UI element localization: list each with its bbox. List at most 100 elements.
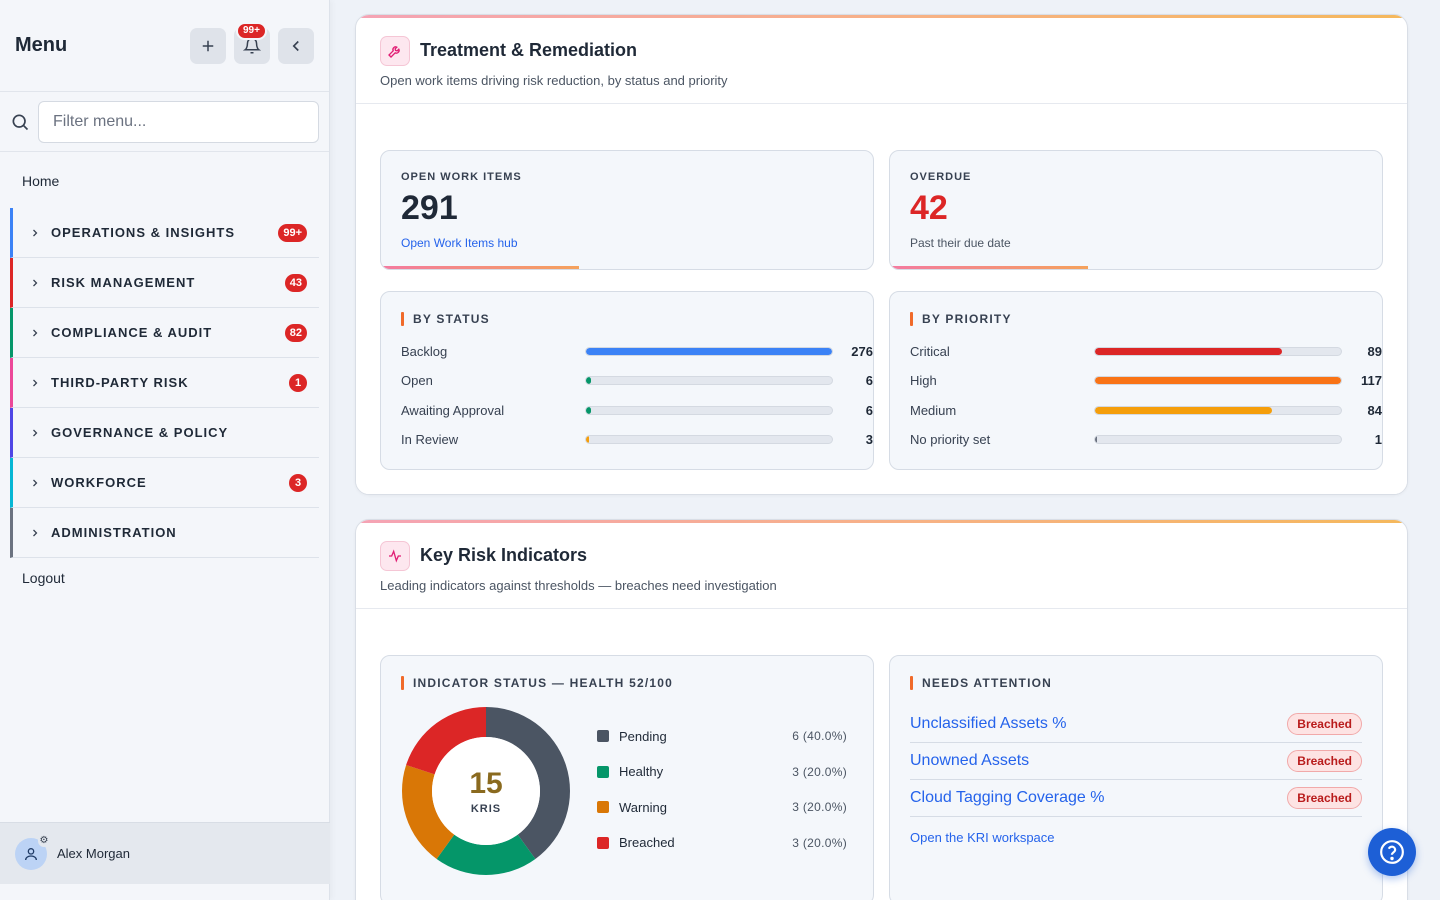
help-icon — [1380, 840, 1404, 864]
bar-track — [585, 435, 833, 444]
bar-track — [1094, 376, 1342, 385]
bar-fill — [586, 436, 589, 443]
donut-center: 15 KRIS — [401, 706, 571, 876]
user-name: Alex Morgan — [57, 846, 130, 861]
section-label: BY PRIORITY — [910, 312, 1012, 326]
stat-value: 42 — [910, 189, 948, 227]
kri-donut-chart: 15 KRIS — [401, 706, 571, 876]
needs-attention-panel: NEEDS ATTENTION Open the KRI workspace U… — [889, 655, 1383, 900]
card-accent-bar — [356, 520, 1407, 523]
sidebar-item-operations-insights[interactable]: OPERATIONS & INSIGHTS 99+ — [10, 208, 319, 258]
legend-item-pending: Pending 6 (40.0%) — [597, 726, 847, 746]
open-work-items-hub-link[interactable]: Open Work Items hub — [401, 236, 518, 250]
activity-icon — [380, 541, 410, 571]
card-body: OPEN WORK ITEMS 291 Open Work Items hub … — [356, 104, 1407, 494]
card-accent-bar — [356, 15, 1407, 18]
bar-fill — [1095, 377, 1341, 384]
section-label-text: INDICATOR STATUS — HEALTH 52/100 — [413, 676, 673, 690]
bar-fill — [586, 377, 592, 384]
stat-accent — [890, 266, 1088, 269]
gear-icon: ⚙ — [38, 834, 50, 847]
card-header: Key Risk Indicators Leading indicators a… — [356, 523, 1407, 609]
section-marker — [401, 312, 404, 326]
bar-row: Medium 84 — [910, 400, 1382, 420]
home-link[interactable]: Home — [22, 173, 60, 189]
card-subtitle: Leading indicators against thresholds — … — [380, 578, 777, 593]
donut-slice-breached — [406, 707, 486, 775]
chevron-right-icon — [33, 379, 38, 386]
legend-value: 6 (40.0%) — [792, 729, 847, 743]
stat-label: OVERDUE — [910, 171, 972, 183]
sidebar-item-administration[interactable]: ADMINISTRATION — [10, 508, 319, 558]
by-status-panel: BY STATUS Backlog 276 Open 6 Awaiting Approv… — [380, 291, 874, 470]
kri-link[interactable]: Unclassified Assets % — [910, 715, 1067, 732]
status-badge: Breached — [1287, 750, 1362, 772]
bar-fill — [1095, 347, 1283, 355]
bar-row: Critical 89 — [910, 341, 1382, 361]
sidebar-item-label: ADMINISTRATION — [51, 525, 177, 540]
kri-workspace-link[interactable]: Open the KRI workspace — [910, 830, 1055, 845]
status-badge: Breached — [1287, 713, 1362, 735]
card-title: Key Risk Indicators — [420, 545, 588, 565]
legend-label: Healthy — [619, 764, 664, 779]
help-button[interactable] — [1368, 828, 1416, 876]
donut-slice-warning — [402, 765, 455, 859]
key-risk-indicators-card: Key Risk Indicators Leading indicators a… — [355, 519, 1408, 900]
chevron-right-icon — [33, 479, 38, 486]
count-badge: 99+ — [278, 223, 307, 242]
bar-label: Awaiting Approval — [401, 402, 505, 418]
collapse-sidebar-button[interactable] — [278, 27, 314, 64]
sidebar-item-label: RISK MANAGEMENT — [51, 275, 196, 290]
kri-total-unit: KRIS — [470, 803, 502, 815]
indicator-status-panel: INDICATOR STATUS — HEALTH 52/100 15 KRIS… — [380, 655, 874, 900]
legend-label: Warning — [619, 799, 667, 815]
stat-note: Past their due date — [910, 236, 1011, 250]
bar-track — [585, 346, 833, 356]
bar-track — [1094, 346, 1342, 356]
legend-item-healthy: Healthy 3 (20.0%) — [597, 762, 847, 782]
bar-track — [585, 376, 833, 385]
menu-search — [0, 92, 329, 152]
section-label: BY STATUS — [401, 312, 490, 326]
sidebar: Menu 99+ Home OPERATIONS & INSIGHTS 99+ RI… — [0, 0, 330, 900]
bar-label: Medium — [910, 402, 957, 418]
attention-item: Unclassified Assets % Breached — [910, 706, 1362, 743]
sidebar-header: Menu 99+ — [0, 0, 329, 92]
sidebar-item-governance-policy[interactable]: GOVERNANCE & POLICY — [10, 408, 319, 458]
notifications-button[interactable]: 99+ — [234, 21, 270, 64]
sidebar-item-third-party-risk[interactable]: THIRD-PARTY RISK 1 — [10, 358, 319, 408]
donut-hole — [432, 737, 540, 845]
user-icon — [25, 847, 37, 860]
kri-link[interactable]: Cloud Tagging Coverage % — [910, 789, 1105, 806]
filter-menu-input[interactable] — [38, 100, 319, 143]
bar-label: No priority set — [910, 432, 991, 447]
by-priority-panel: BY PRIORITY Critical 89 High 117 Medium 84 No … — [889, 291, 1383, 470]
bar-label: Open — [401, 373, 433, 388]
search-icon — [12, 114, 29, 130]
add-button[interactable] — [190, 27, 226, 64]
section-marker — [401, 676, 404, 690]
sidebar-item-workforce[interactable]: WORKFORCE 3 — [10, 458, 319, 508]
section-label: NEEDS ATTENTION — [910, 676, 1052, 690]
chevron-right-icon — [33, 279, 38, 286]
legend-item-breached: Breached 3 (20.0%) — [597, 833, 847, 853]
donut-slice-healthy — [436, 834, 536, 875]
sidebar-item-compliance-audit[interactable]: COMPLIANCE & AUDIT 82 — [10, 308, 319, 358]
section-label-text: BY STATUS — [413, 312, 490, 326]
count-badge: 43 — [284, 273, 307, 292]
legend-item-warning: Warning 3 (20.0%) — [597, 797, 847, 817]
plus-icon — [202, 40, 214, 51]
status-badge: Breached — [1287, 787, 1362, 809]
bar-track — [1094, 405, 1342, 415]
donut-svg — [402, 707, 570, 875]
user-profile[interactable]: ⚙ Alex Morgan — [0, 822, 330, 884]
section-label-text: BY PRIORITY — [922, 312, 1012, 326]
legend-value: 3 (20.0%) — [792, 764, 847, 779]
chevron-left-icon — [292, 40, 299, 51]
kri-link[interactable]: Unowned Assets — [910, 752, 1030, 769]
sidebar-item-risk-management[interactable]: RISK MANAGEMENT 43 — [10, 258, 319, 308]
bar-value: 6 — [865, 373, 873, 388]
chevron-right-icon — [33, 529, 38, 536]
logout-link[interactable]: Logout — [22, 570, 65, 586]
section-marker — [910, 676, 913, 690]
